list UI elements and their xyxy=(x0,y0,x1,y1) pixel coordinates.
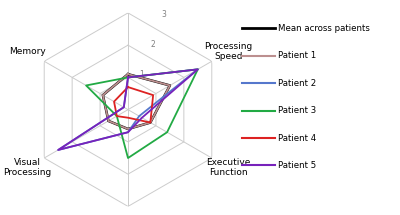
Text: Patient 4: Patient 4 xyxy=(278,134,317,143)
Text: Patient 2: Patient 2 xyxy=(278,79,317,88)
Text: Patient 3: Patient 3 xyxy=(278,106,317,115)
Text: Mean across patients: Mean across patients xyxy=(278,24,370,33)
Text: Patient 5: Patient 5 xyxy=(278,161,317,170)
Text: Patient 1: Patient 1 xyxy=(278,51,317,60)
